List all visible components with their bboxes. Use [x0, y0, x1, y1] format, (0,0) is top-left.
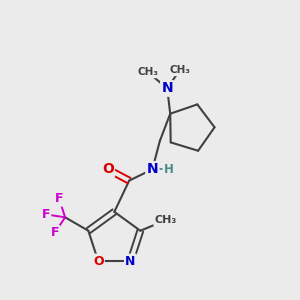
Text: O: O — [102, 162, 114, 176]
Text: CH₃: CH₃ — [137, 67, 158, 77]
Text: N: N — [125, 255, 136, 268]
Text: CH₃: CH₃ — [154, 215, 177, 225]
Text: F: F — [55, 192, 63, 206]
Text: N: N — [147, 162, 158, 176]
Text: N: N — [161, 82, 173, 95]
Text: CH₃: CH₃ — [169, 65, 190, 75]
Text: H: H — [164, 163, 174, 176]
Text: F: F — [42, 208, 50, 221]
Text: O: O — [93, 255, 104, 268]
Text: F: F — [50, 226, 59, 239]
